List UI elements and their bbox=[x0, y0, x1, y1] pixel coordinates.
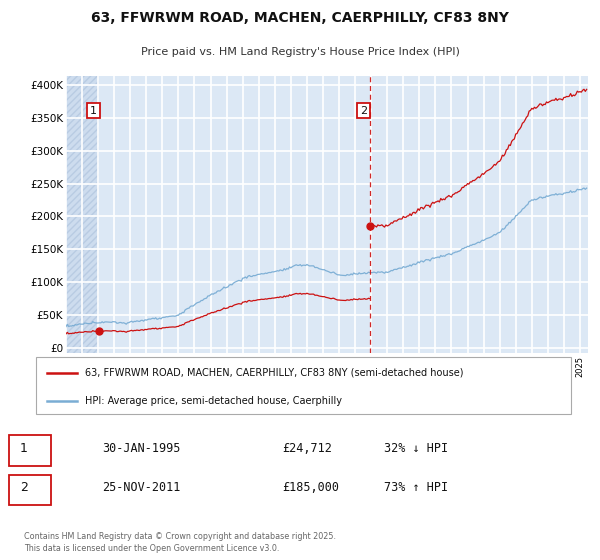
Text: Contains HM Land Registry data © Crown copyright and database right 2025.
This d: Contains HM Land Registry data © Crown c… bbox=[24, 532, 336, 553]
Text: 30-JAN-1995: 30-JAN-1995 bbox=[102, 441, 181, 455]
Text: 73% ↑ HPI: 73% ↑ HPI bbox=[384, 480, 448, 494]
Text: 63, FFWRWM ROAD, MACHEN, CAERPHILLY, CF83 8NY: 63, FFWRWM ROAD, MACHEN, CAERPHILLY, CF8… bbox=[91, 11, 509, 25]
FancyBboxPatch shape bbox=[35, 357, 571, 414]
Text: 25-NOV-2011: 25-NOV-2011 bbox=[102, 480, 181, 494]
Text: £24,712: £24,712 bbox=[282, 441, 332, 455]
Text: £185,000: £185,000 bbox=[282, 480, 339, 494]
FancyBboxPatch shape bbox=[9, 475, 51, 505]
Text: 1: 1 bbox=[20, 441, 28, 455]
Text: 63, FFWRWM ROAD, MACHEN, CAERPHILLY, CF83 8NY (semi-detached house): 63, FFWRWM ROAD, MACHEN, CAERPHILLY, CF8… bbox=[85, 368, 464, 378]
Text: 2: 2 bbox=[20, 480, 28, 494]
Text: 1: 1 bbox=[90, 106, 97, 115]
Polygon shape bbox=[66, 76, 100, 353]
Text: Price paid vs. HM Land Registry's House Price Index (HPI): Price paid vs. HM Land Registry's House … bbox=[140, 47, 460, 57]
FancyBboxPatch shape bbox=[9, 436, 51, 466]
Text: 2: 2 bbox=[360, 106, 367, 115]
Text: HPI: Average price, semi-detached house, Caerphilly: HPI: Average price, semi-detached house,… bbox=[85, 395, 342, 405]
Text: 32% ↓ HPI: 32% ↓ HPI bbox=[384, 441, 448, 455]
